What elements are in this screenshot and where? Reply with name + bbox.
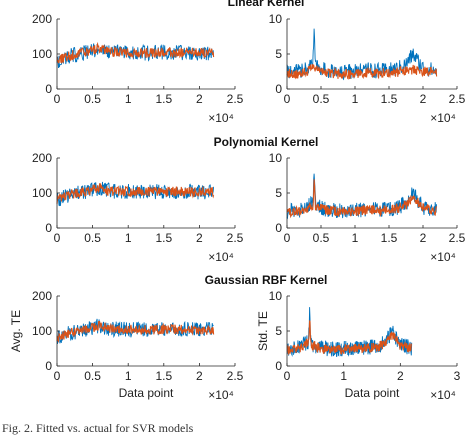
x-exponent-label: ×10⁴	[208, 250, 234, 264]
x-tick-label: 1.5	[155, 369, 172, 383]
x-tick-label: 0	[54, 92, 61, 106]
y-tick-label: 10	[269, 289, 283, 303]
y-tick-label: 100	[32, 324, 52, 338]
y-tick-label: 200	[32, 151, 52, 165]
x-tick-label: 0	[284, 92, 291, 106]
x-exponent-label: ×10⁴	[430, 250, 456, 264]
y-tick-label: 0	[275, 359, 282, 373]
y-tick-label: 0	[45, 359, 52, 373]
y-tick-label: 5	[275, 47, 282, 61]
y-tick-label: 10	[269, 12, 283, 26]
x-tick-label: 2.5	[227, 231, 244, 245]
y-tick-label: 100	[32, 47, 52, 61]
x-tick-label: 0.5	[84, 231, 101, 245]
x-tick-label: 1.5	[381, 231, 398, 245]
series-line-actual-0	[56, 43, 215, 69]
y-tick-label: 0	[275, 82, 282, 96]
x-tick-label: 0.5	[313, 231, 330, 245]
x-tick-label: 2	[397, 369, 404, 383]
x-tick-label: 1	[340, 369, 347, 383]
x-tick-label: 1	[352, 92, 359, 106]
y-tick-label: 10	[269, 151, 283, 165]
x-tick-label: 2.5	[227, 92, 244, 106]
x-exponent-label: ×10⁴	[208, 388, 234, 402]
x-tick-label: 0	[284, 231, 291, 245]
series-line-fitted-4	[56, 320, 215, 344]
series-line-fitted-5	[286, 320, 413, 356]
chart-title: Linear Kernel	[228, 0, 305, 9]
x-tick-label: 1	[125, 92, 132, 106]
x-exponent-label: ×10⁴	[208, 111, 234, 125]
series-line-fitted-1	[286, 63, 438, 80]
x-tick-label: 2	[420, 92, 427, 106]
figure-caption: Fig. 2. Fitted vs. actual for SVR models	[2, 421, 194, 435]
x-tick-label: 0.5	[84, 92, 101, 106]
x-axis-label: Data point	[119, 386, 174, 400]
y-tick-label: 5	[275, 324, 282, 338]
y-tick-label: 0	[45, 221, 52, 235]
x-exponent-label: ×10⁴	[430, 388, 456, 402]
x-tick-label: 0	[54, 369, 61, 383]
chart-title: Gaussian RBF Kernel	[205, 273, 328, 287]
x-tick-label: 1	[125, 369, 132, 383]
x-tick-label: 2	[420, 231, 427, 245]
chart-title: Polynomial Kernel	[214, 135, 319, 149]
series-line-fitted-3	[286, 179, 438, 219]
y-axis-label: Avg. TE	[9, 310, 23, 352]
x-axis-label: Data point	[345, 386, 400, 400]
x-tick-label: 1	[125, 231, 132, 245]
x-tick-label: 3	[454, 369, 461, 383]
x-exponent-label: ×10⁴	[430, 111, 456, 125]
y-tick-label: 0	[275, 221, 282, 235]
y-tick-label: 0	[45, 82, 52, 96]
x-tick-label: 0	[54, 231, 61, 245]
x-tick-label: 1.5	[155, 231, 172, 245]
x-tick-label: 2.5	[227, 369, 244, 383]
y-axis-label: Std. TE	[256, 311, 270, 351]
series-line-fitted-2	[56, 183, 215, 204]
y-tick-label: 200	[32, 289, 52, 303]
x-tick-label: 0.5	[313, 92, 330, 106]
x-tick-label: 1	[352, 231, 359, 245]
x-tick-label: 0	[284, 369, 291, 383]
x-tick-label: 0.5	[84, 369, 101, 383]
series-line-fitted-0	[56, 41, 215, 64]
x-tick-label: 2.5	[449, 231, 466, 245]
y-tick-label: 200	[32, 12, 52, 26]
x-tick-label: 1.5	[381, 92, 398, 106]
y-tick-label: 5	[275, 186, 282, 200]
x-tick-label: 2.5	[449, 92, 466, 106]
x-tick-label: 2	[196, 92, 203, 106]
x-tick-label: 2	[196, 231, 203, 245]
x-tick-label: 2	[196, 369, 203, 383]
x-tick-label: 1.5	[155, 92, 172, 106]
y-tick-label: 100	[32, 186, 52, 200]
